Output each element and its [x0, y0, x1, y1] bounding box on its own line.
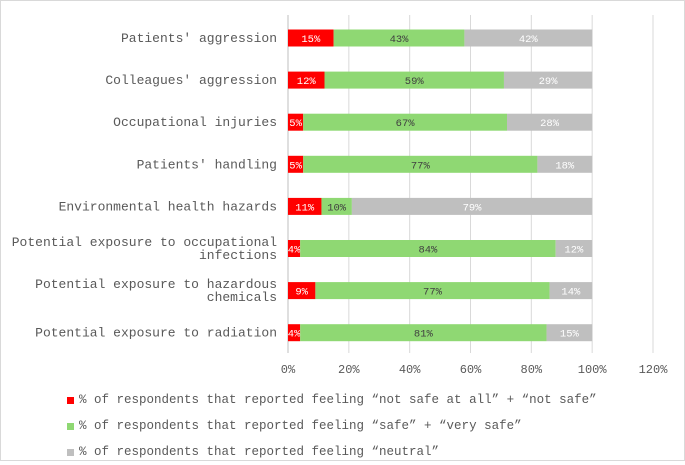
bar-label-series-0-cat-2: 5% [289, 118, 302, 130]
bar-label-series-1-cat-1: 59% [405, 76, 425, 88]
bar-label-series-0-cat-5: 4% [288, 245, 301, 257]
bar-label-series-1-cat-3: 77% [411, 160, 431, 172]
bar-series-1-cat-5 [300, 240, 556, 257]
bar-label-series-0-cat-1: 12% [297, 76, 317, 88]
legend-label-neutral: % of respondents that reported feeling “… [79, 445, 440, 459]
category-label-6-line-0: Potential exposure to hazardous [35, 277, 277, 292]
bar-label-series-0-cat-3: 5% [289, 160, 302, 172]
bar-label-series-1-cat-5: 84% [418, 245, 438, 257]
bar-series-1-cat-7 [300, 324, 547, 342]
bar-label-series-0-cat-0: 15% [301, 34, 321, 46]
bar-series-1-cat-3 [303, 155, 538, 173]
x-tick-label-3: 60% [460, 363, 482, 377]
bar-label-series-0-cat-7: 4% [288, 329, 301, 341]
bar-series-2-cat-5 [555, 240, 593, 257]
x-tick-label-1: 20% [338, 363, 360, 377]
bar-label-series-1-cat-2: 67% [396, 118, 416, 130]
bar-label-series-0-cat-6: 9% [295, 287, 308, 299]
bar-series-1-cat-1 [324, 71, 504, 89]
legend-swatch-neutral [67, 448, 74, 456]
bar-series-0-cat-4 [288, 197, 322, 215]
category-label-5-line-1: infections [199, 248, 277, 263]
bar-label-series-2-cat-2: 28% [540, 118, 560, 130]
legend: % of respondents that reported feeling “… [67, 387, 597, 465]
legend-item-safe: % of respondents that reported feeling “… [67, 413, 597, 439]
bar-label-series-2-cat-1: 29% [539, 76, 559, 88]
legend-swatch-not-safe [67, 396, 74, 404]
bar-series-2-cat-4 [351, 197, 593, 215]
x-tick-label-0: 0% [281, 363, 296, 377]
category-label-7: Potential exposure to radiation [35, 326, 277, 341]
bar-label-series-2-cat-3: 18% [555, 160, 575, 172]
bar-label-series-2-cat-4: 79% [463, 202, 483, 214]
bar-label-series-1-cat-4: 10% [327, 202, 347, 214]
legend-item-not-safe: % of respondents that reported feeling “… [67, 387, 597, 413]
bar-series-1-cat-2 [303, 113, 507, 131]
bar-series-2-cat-2 [507, 113, 593, 131]
category-label-2: Occupational injuries [113, 115, 277, 130]
category-label-5-line-0: Potential exposure to occupational [12, 235, 277, 250]
bar-label-series-2-cat-7: 15% [560, 329, 580, 341]
bar-series-2-cat-7 [546, 324, 593, 342]
bar-series-0-cat-7 [288, 324, 301, 342]
x-tick-label-6: 120% [639, 363, 669, 377]
bar-series-0-cat-1 [288, 71, 325, 89]
category-label-4: Environmental health hazards [59, 199, 277, 214]
bar-series-0-cat-5 [288, 240, 301, 257]
bar-series-0-cat-2 [288, 113, 304, 131]
bar-series-2-cat-6 [549, 282, 593, 300]
bar-series-1-cat-4 [321, 197, 352, 215]
bar-label-series-2-cat-0: 42% [519, 34, 539, 46]
bar-series-2-cat-3 [537, 155, 593, 173]
bar-series-0-cat-0 [288, 29, 334, 47]
category-label-6-line-1: chemicals [207, 290, 277, 305]
category-label-0: Patients' aggression [121, 31, 277, 46]
bar-label-series-1-cat-7: 81% [414, 329, 434, 341]
category-label-3: Patients' handling [137, 157, 277, 172]
bar-series-2-cat-0 [464, 29, 593, 47]
bar-label-series-0-cat-4: 11% [295, 202, 315, 214]
x-tick-label-2: 40% [399, 363, 421, 377]
bar-series-1-cat-6 [315, 282, 550, 300]
bar-label-series-1-cat-0: 43% [390, 34, 410, 46]
legend-label-not-safe: % of respondents that reported feeling “… [79, 393, 597, 407]
x-tick-label-5: 100% [578, 363, 608, 377]
category-label-1: Colleagues' aggression [105, 73, 277, 88]
bar-label-series-1-cat-6: 77% [423, 287, 443, 299]
bar-label-series-2-cat-5: 12% [564, 245, 584, 257]
bar-series-1-cat-0 [333, 29, 465, 47]
bar-series-2-cat-1 [503, 71, 593, 89]
bar-series-0-cat-6 [288, 282, 316, 300]
bar-label-series-2-cat-6: 14% [561, 287, 581, 299]
legend-item-neutral: % of respondents that reported feeling “… [67, 439, 597, 465]
legend-swatch-safe [67, 422, 74, 430]
x-tick-label-4: 80% [521, 363, 543, 377]
legend-label-safe: % of respondents that reported feeling “… [79, 419, 522, 433]
bar-series-0-cat-3 [288, 155, 304, 173]
